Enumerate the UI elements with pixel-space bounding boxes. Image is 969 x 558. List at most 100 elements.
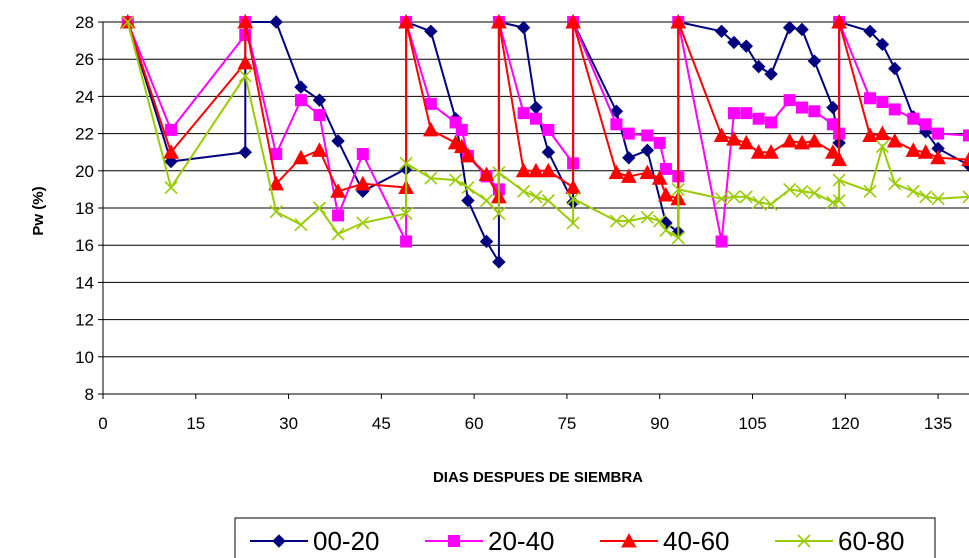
x-tick-label: 15 (186, 414, 205, 433)
data-point (294, 80, 308, 94)
data-point (763, 144, 779, 159)
data-point (751, 59, 766, 74)
data-point (640, 143, 655, 158)
data-point (460, 147, 476, 163)
y-tick-labels: 8 10 12 14 16 18 20 22 24 26 28 (75, 13, 94, 404)
data-point (528, 162, 544, 178)
data-point (653, 136, 666, 149)
data-point (356, 216, 370, 230)
data-point (783, 182, 797, 196)
series-40-60 (119, 13, 969, 206)
data-point (931, 192, 945, 206)
data-point (832, 173, 846, 187)
data-point (312, 201, 327, 215)
data-point (492, 207, 506, 221)
data-point (919, 190, 933, 204)
data-point (492, 255, 506, 269)
data-point (424, 24, 438, 39)
data-point (832, 193, 846, 208)
data-point (831, 151, 847, 167)
data-point (610, 118, 623, 131)
series-line (126, 21, 969, 240)
x-tick-label: 135 (924, 414, 952, 433)
legend-item: 00-20 (250, 526, 380, 556)
data-point (517, 184, 531, 198)
data-point (905, 142, 922, 157)
data-point (919, 118, 932, 131)
data-point (962, 190, 969, 204)
x-tick-label: 105 (738, 414, 766, 433)
data-point (478, 166, 495, 182)
data-point (609, 214, 623, 228)
y-tick-label: 8 (85, 385, 94, 404)
x-tick-label: 90 (650, 414, 669, 433)
data-point (653, 214, 667, 228)
data-point (453, 138, 470, 154)
y-tick-label: 18 (75, 199, 94, 218)
x-tick-label: 0 (98, 414, 107, 433)
data-point (294, 94, 307, 107)
data-point (639, 164, 656, 180)
data-point (516, 20, 531, 35)
data-point (863, 24, 877, 39)
data-point (875, 140, 889, 154)
data-point (165, 123, 178, 136)
data-point (331, 227, 345, 241)
data-point (888, 61, 902, 76)
data-point (268, 175, 285, 191)
data-point (622, 151, 636, 165)
data-point (738, 134, 755, 150)
data-point (269, 15, 283, 29)
data-point (807, 54, 822, 68)
data-point (874, 125, 891, 141)
data-point (739, 190, 753, 204)
data-point (398, 13, 414, 29)
x-tick-label: 120 (831, 414, 859, 433)
data-point (808, 105, 821, 118)
data-point (332, 209, 345, 222)
data-point (794, 134, 810, 150)
data-point (752, 195, 766, 209)
data-point (727, 35, 741, 50)
legend-marker (797, 534, 811, 548)
data-point (714, 24, 729, 39)
data-point (542, 123, 555, 136)
data-point (515, 162, 532, 178)
data-point (622, 214, 636, 228)
legend-marker (448, 535, 460, 547)
data-point (529, 100, 543, 115)
legend-item: 60-80 (775, 526, 905, 556)
data-point (449, 173, 463, 187)
data-point (906, 184, 920, 198)
x-tick-label: 60 (465, 414, 484, 433)
data-point (311, 142, 328, 157)
legend-box (234, 517, 936, 558)
data-point (765, 116, 778, 129)
data-point (825, 144, 841, 159)
data-point (750, 144, 767, 159)
data-point (826, 100, 840, 115)
data-point (530, 112, 542, 125)
data-point (764, 67, 778, 81)
data-point (740, 107, 753, 120)
y-tick-label: 26 (75, 50, 94, 69)
data-point (932, 127, 945, 140)
data-point (565, 179, 581, 195)
data-point (491, 13, 507, 29)
data-point (739, 39, 754, 53)
data-point (354, 175, 371, 191)
data-point (862, 127, 878, 142)
series-00-20 (121, 15, 969, 269)
y-tick-label: 10 (75, 348, 94, 367)
data-point (424, 97, 437, 110)
x-axis-title: DIAS DESPUES DE SIEMBRA (433, 469, 643, 486)
y-tick-label: 16 (75, 236, 94, 255)
data-point (783, 94, 796, 107)
data-point (795, 22, 809, 37)
axes (98, 21, 969, 399)
data-point (888, 103, 901, 116)
legend: 00-20 20-40 40-60 60-80 (234, 517, 936, 558)
data-point (930, 149, 946, 165)
legend-marker (621, 532, 637, 548)
y-axis-title: Pw (%) (30, 186, 47, 235)
